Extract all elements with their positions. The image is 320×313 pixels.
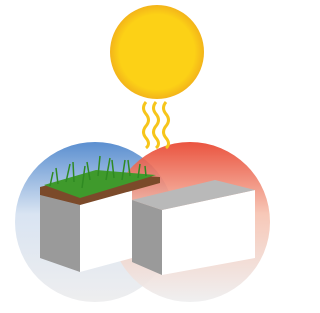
sun (110, 5, 204, 99)
illustration (0, 0, 273, 313)
heat-waves (144, 102, 169, 148)
